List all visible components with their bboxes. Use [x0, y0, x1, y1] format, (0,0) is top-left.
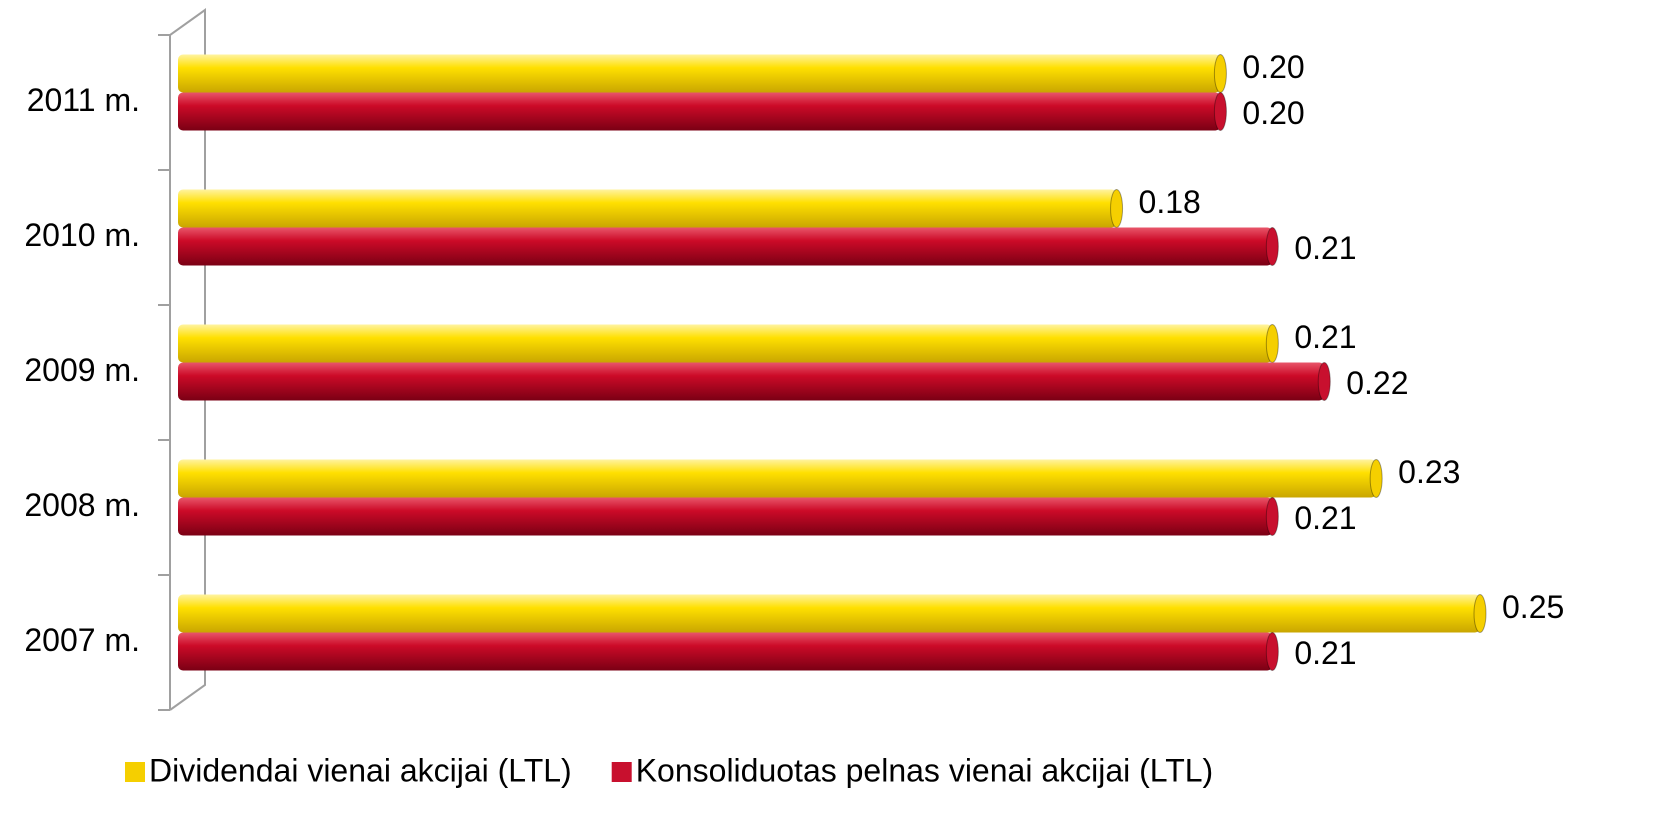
bar	[178, 54, 1227, 93]
value-label: 0.21	[1294, 635, 1356, 671]
legend-swatch	[125, 762, 145, 782]
legend-swatch	[611, 762, 632, 782]
bar	[178, 632, 1279, 671]
value-label: 0.21	[1294, 230, 1356, 266]
bar	[178, 227, 1279, 266]
y-tick-label: 2009 m.	[24, 352, 140, 388]
value-label: 0.20	[1242, 49, 1304, 85]
value-label: 0.21	[1294, 500, 1356, 536]
value-label: 0.22	[1346, 365, 1408, 401]
bar	[178, 497, 1279, 536]
bar	[178, 459, 1383, 498]
bar	[178, 362, 1331, 401]
y-tick-label: 2010 m.	[24, 217, 140, 253]
bar	[178, 324, 1279, 363]
value-label: 0.25	[1502, 589, 1564, 625]
bar	[178, 189, 1124, 228]
legend-label: Konsoliduotas pelnas vienai akcijai (LTL…	[636, 752, 1214, 788]
legend-label: Dividendai vienai akcijai (LTL)	[149, 752, 572, 788]
value-label: 0.20	[1242, 95, 1304, 131]
y-tick-label: 2007 m.	[24, 622, 140, 658]
value-label: 0.18	[1139, 184, 1201, 220]
axis-wall	[158, 8, 206, 711]
bar	[178, 92, 1227, 131]
value-label: 0.23	[1398, 454, 1460, 490]
value-label: 0.21	[1294, 319, 1356, 355]
bar	[178, 594, 1487, 633]
y-tick-label: 2011 m.	[27, 82, 140, 118]
y-tick-label: 2008 m.	[24, 487, 140, 523]
